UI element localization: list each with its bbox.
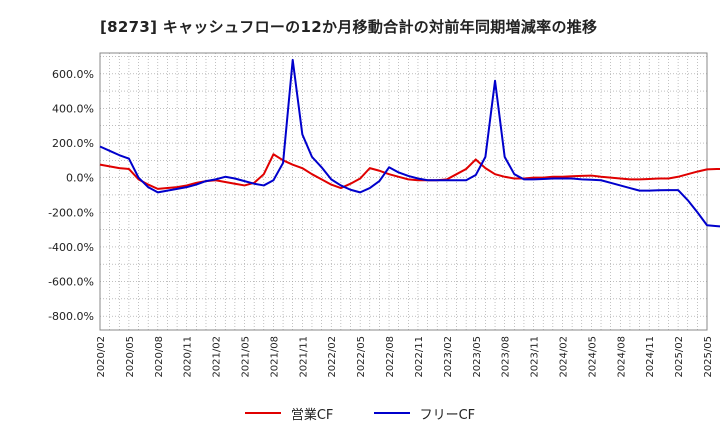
y-tick-label: -800.0% [48, 310, 94, 323]
grid [100, 53, 707, 330]
plot-frame [99, 52, 708, 331]
y-tick-label: -600.0% [48, 276, 94, 289]
x-tick-label: 2024/11 [645, 336, 656, 378]
legend-label-operating-cf: 営業CF [290, 407, 334, 423]
x-tick-label: 2022/11 [414, 336, 425, 378]
x-tick-label: 2025/05 [703, 336, 714, 378]
y-tick-label: -200.0% [48, 206, 94, 219]
x-tick-label: 2021/08 [269, 336, 280, 378]
legend-item-free-cf[interactable]: フリーCF [373, 404, 476, 423]
y-tick-label: 200.0% [52, 137, 94, 150]
legend-swatch-free-cf [373, 412, 410, 414]
x-tick-label: 2021/11 [298, 336, 309, 378]
x-tick-label: 2023/02 [443, 336, 454, 378]
series-line-free-cf [99, 58, 720, 228]
x-tick-label: 2025/02 [674, 336, 685, 378]
y-tick-label: 600.0% [52, 68, 94, 81]
x-tick-label: 2023/05 [472, 336, 483, 378]
x-tick-label: 2021/02 [212, 336, 223, 378]
x-tick-label: 2022/05 [356, 336, 367, 378]
legend-swatch-operating-cf [244, 412, 281, 414]
y-tick-label: -400.0% [48, 241, 94, 254]
x-tick-label: 2022/02 [327, 336, 338, 378]
legend-item-operating-cf[interactable]: 営業CF [244, 404, 334, 423]
x-tick-label: 2020/11 [183, 336, 194, 378]
x-tick-label: 2023/11 [530, 336, 541, 378]
x-tick-label: 2021/05 [241, 336, 252, 378]
series-lines [99, 58, 720, 228]
x-tick-label: 2020/02 [96, 336, 107, 378]
x-tick-label: 2020/08 [154, 336, 165, 378]
x-tick-label: 2024/02 [558, 336, 569, 378]
legend: 営業CF フリーCF [0, 403, 720, 423]
y-tick-label: 0.0% [66, 172, 94, 185]
x-axis-ticks: 2020/02 2020/05 2020/08 2020/11 2021/02 2021/… [96, 336, 714, 378]
y-tick-label: 400.0% [52, 102, 94, 115]
chart-title: [8273] キャッシュフローの12か月移動合計の対前年同期増減率の推移 [100, 18, 598, 36]
y-axis-ticks: 600.0% 400.0% 200.0% 0.0% -200.0% -400.0% -600… [48, 68, 94, 323]
series-line-operating-cf [99, 153, 720, 190]
x-tick-label: 2022/08 [385, 336, 396, 378]
x-tick-label: 2024/05 [587, 336, 598, 378]
x-tick-label: 2023/08 [501, 336, 512, 378]
x-tick-label: 2020/05 [125, 336, 136, 378]
legend-label-free-cf: フリーCF [419, 407, 476, 423]
x-tick-label: 2024/08 [616, 336, 627, 378]
